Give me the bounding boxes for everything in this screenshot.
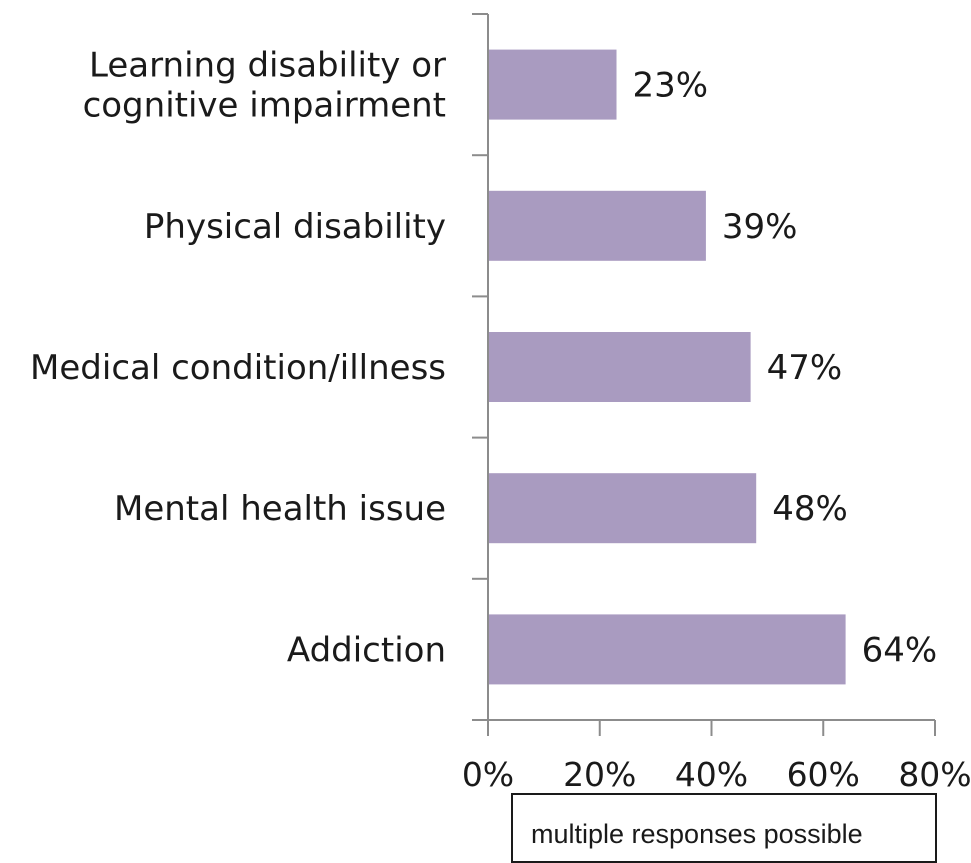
x-tick-label: 60% bbox=[787, 755, 860, 794]
x-tick-label: 40% bbox=[675, 755, 748, 794]
bar bbox=[489, 614, 846, 685]
category-label: Addiction bbox=[287, 630, 446, 670]
x-tick-label: 80% bbox=[898, 755, 971, 794]
category-label: Mental health issue bbox=[114, 489, 446, 529]
bar bbox=[489, 473, 757, 544]
note-box: multiple responses possible bbox=[511, 793, 937, 863]
category-label: Learning disability or bbox=[89, 46, 446, 86]
category-label: Medical condition/illness bbox=[30, 348, 446, 388]
bar bbox=[489, 49, 617, 120]
value-label: 64% bbox=[862, 630, 938, 670]
x-tick-label: 0% bbox=[462, 755, 514, 794]
category-label: cognitive impairment bbox=[83, 86, 446, 126]
x-axis-ticks: 0% 20% 40% 60% 80% bbox=[462, 720, 971, 794]
x-tick-label: 20% bbox=[563, 755, 636, 794]
value-label: 47% bbox=[767, 348, 843, 388]
value-label: 48% bbox=[772, 489, 848, 529]
bar bbox=[489, 190, 706, 261]
value-labels: 23% 39% 47% 48% 64% bbox=[633, 66, 938, 671]
bars bbox=[489, 49, 846, 685]
bar bbox=[489, 332, 751, 402]
category-label: Physical disability bbox=[144, 207, 446, 247]
note-text: multiple responses possible bbox=[531, 819, 863, 849]
value-label: 39% bbox=[722, 207, 798, 247]
value-label: 23% bbox=[633, 66, 709, 106]
